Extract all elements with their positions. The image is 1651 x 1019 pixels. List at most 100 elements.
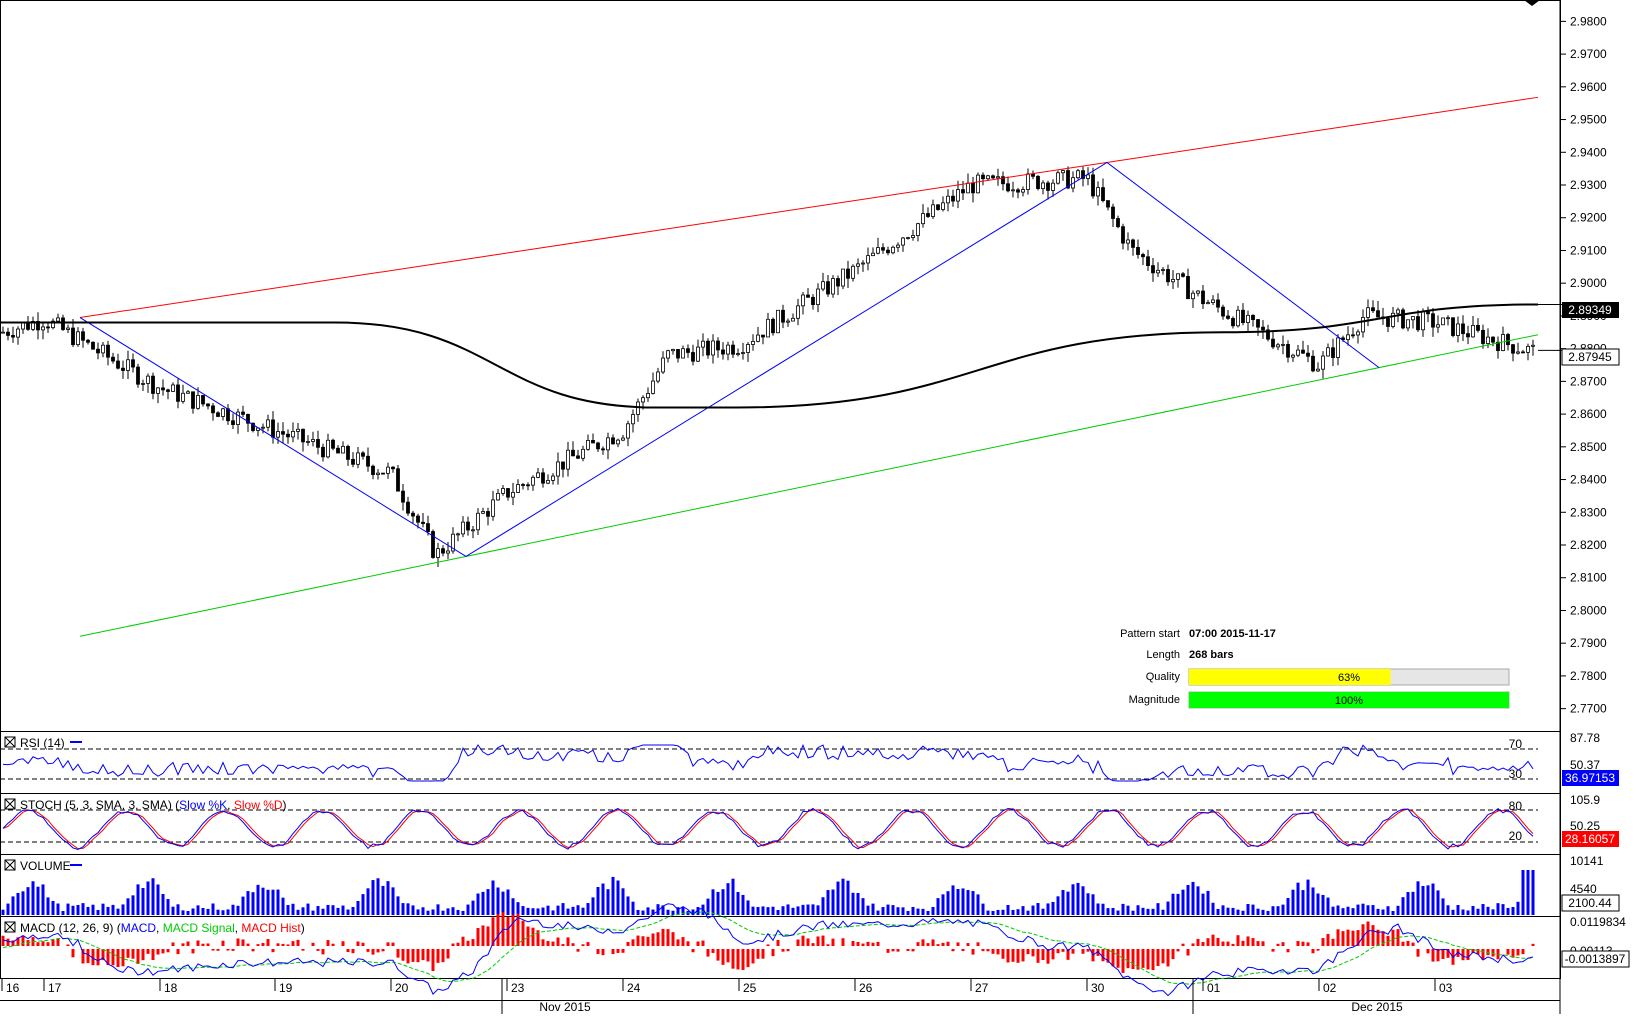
macd-hist-bar	[366, 949, 370, 952]
candle-down	[321, 446, 325, 458]
candle-down	[1036, 175, 1040, 190]
candle-up	[221, 408, 225, 417]
macd-hist-bar	[1121, 949, 1125, 973]
macd-hist-bar	[226, 949, 230, 951]
volume-bar	[1056, 896, 1060, 915]
volume-bar	[1386, 906, 1390, 915]
candle-up	[101, 344, 105, 354]
volume-bar	[1321, 894, 1325, 915]
macd-hist-bar	[616, 949, 620, 953]
candle-up	[681, 348, 685, 359]
macd-hist-bar	[1486, 949, 1490, 956]
macd-hist-bar	[1151, 949, 1155, 971]
candle-up	[636, 401, 640, 415]
macd-hist-bar	[596, 949, 600, 954]
macd-hist-bar	[711, 949, 715, 953]
candle-down	[466, 521, 470, 531]
macd-hist-bar	[496, 914, 500, 946]
quality-label: Quality	[1146, 671, 1181, 683]
macd-hist-bar	[101, 949, 105, 961]
candle-down	[391, 466, 395, 470]
volume-bar	[1271, 906, 1275, 915]
volume-bar	[471, 900, 475, 915]
candle-up	[1316, 368, 1320, 372]
candle-up	[1391, 312, 1395, 327]
svg-text:50.37: 50.37	[1570, 758, 1600, 772]
volume-bar	[771, 906, 775, 915]
volume-bar	[1111, 907, 1115, 915]
candle-down	[361, 452, 365, 457]
candle-up	[311, 439, 315, 442]
candle-down	[561, 461, 565, 470]
macd-hist-bar	[21, 935, 25, 946]
candle-up	[181, 392, 185, 402]
macd-hist-bar	[611, 949, 615, 955]
rsi-title: RSI (14)	[20, 736, 65, 750]
macd-hist-bar	[146, 949, 150, 954]
volume-bar	[841, 878, 845, 915]
scroll-down-icon[interactable]	[1524, 0, 1540, 6]
volume-bar	[1016, 909, 1020, 915]
candle-up	[556, 461, 560, 477]
candle-up	[266, 419, 270, 428]
volume-bar	[986, 910, 990, 915]
volume-bar	[1101, 903, 1105, 915]
macd-hist-bar	[1231, 943, 1235, 946]
macd-hist-bar	[886, 949, 890, 953]
volume-bar	[506, 889, 510, 915]
length-label: Length	[1146, 649, 1180, 661]
volume-bar	[631, 901, 635, 915]
candle-up	[326, 439, 330, 458]
macd-hist-bar	[986, 949, 990, 952]
volume-bar	[436, 904, 440, 915]
volume-bar	[1021, 906, 1025, 915]
macd-hist-bar	[1131, 949, 1135, 970]
macd-hist-bar	[1476, 949, 1480, 955]
stoch-k-line	[2, 807, 1534, 851]
candle-up	[551, 475, 555, 481]
macd-hist-bar	[256, 944, 260, 946]
candle-up	[21, 322, 25, 330]
candle-up	[376, 472, 380, 475]
volume-bar	[1181, 889, 1185, 915]
candle-down	[226, 408, 230, 422]
macd-hist-bar	[656, 932, 660, 946]
macd-hist-bar	[121, 949, 125, 967]
candle-down	[1386, 318, 1390, 327]
volume-bar	[836, 881, 840, 915]
macd-hist-bar	[161, 949, 165, 954]
macd-hist-bar	[966, 943, 970, 946]
volume-bar	[1446, 905, 1450, 915]
macd-hist-bar	[206, 943, 210, 946]
candle-up	[866, 255, 870, 264]
svg-text:50.25: 50.25	[1570, 819, 1600, 833]
candle-down	[1001, 176, 1005, 185]
volume-bar	[566, 908, 570, 915]
price-tick-label: 2.8500	[1570, 440, 1607, 454]
day-label: 23	[511, 981, 525, 995]
macd-hist-bar	[166, 949, 170, 953]
candle-down	[1351, 334, 1355, 337]
candle-down	[686, 348, 690, 353]
macd-hist-bar	[646, 936, 650, 946]
candle-down	[426, 523, 430, 532]
candle-down	[771, 318, 775, 334]
macd-hist-bar	[221, 940, 225, 946]
macd-hist-bar	[371, 949, 375, 955]
candle-up	[1156, 269, 1160, 274]
volume-bar	[551, 910, 555, 915]
candle-up	[606, 437, 610, 451]
candle-down	[1101, 187, 1105, 201]
candle-up	[916, 223, 920, 236]
macd-hist-bar	[16, 937, 20, 946]
volume-bar	[1046, 903, 1050, 915]
candle-down	[1286, 344, 1290, 358]
volume-bar	[536, 908, 540, 915]
macd-hist-bar	[1251, 938, 1255, 946]
macd-hist-bar	[486, 926, 490, 946]
candle-down	[286, 433, 290, 438]
candle-down	[1331, 347, 1335, 358]
macd-hist-bar	[696, 941, 700, 946]
volume-bar	[976, 894, 980, 915]
candle-up	[1281, 344, 1285, 346]
